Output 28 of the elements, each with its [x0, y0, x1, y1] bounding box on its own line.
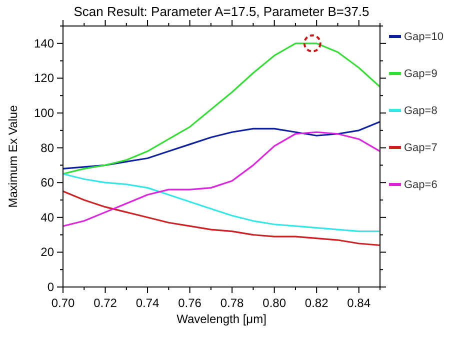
y-tick-label: 140 [34, 36, 54, 50]
legend-label: Gap=9 [404, 68, 438, 80]
line-series [62, 173, 381, 232]
x-tick-label: 0.78 [220, 296, 244, 310]
y-tick-label: 0 [47, 280, 54, 294]
x-tick-label: 0.72 [94, 296, 118, 310]
legend-label: Gap=10 [404, 31, 444, 43]
x-tick-label: 0.76 [178, 296, 202, 310]
y-tick-label: 40 [40, 210, 54, 224]
line-series [62, 131, 381, 227]
x-tick-label: 0.74 [136, 296, 160, 310]
x-axis-title: Wavelength [μm] [176, 312, 266, 326]
line-series [62, 190, 381, 246]
x-tick-label: 0.84 [347, 296, 371, 310]
y-tick-label: 60 [40, 176, 54, 190]
y-tick-label: 120 [34, 71, 54, 86]
legend-label: Gap=6 [404, 179, 438, 191]
y-tick-label: 80 [40, 140, 54, 155]
x-tick-label: 0.82 [304, 296, 329, 310]
line-series [62, 120, 381, 170]
y-axis-title: Maximum Ex Value [6, 104, 20, 208]
legend-label: Gap=7 [404, 142, 438, 154]
chart-title: Scan Result: Parameter A=17.5, Parameter B=37.5 [74, 4, 370, 19]
x-tick-label: 0.80 [262, 296, 286, 310]
legend-label: Gap=8 [404, 105, 438, 117]
y-tick-label: 100 [34, 106, 54, 120]
y-tick-label: 20 [40, 245, 54, 260]
x-tick-label: 0.70 [51, 296, 75, 310]
